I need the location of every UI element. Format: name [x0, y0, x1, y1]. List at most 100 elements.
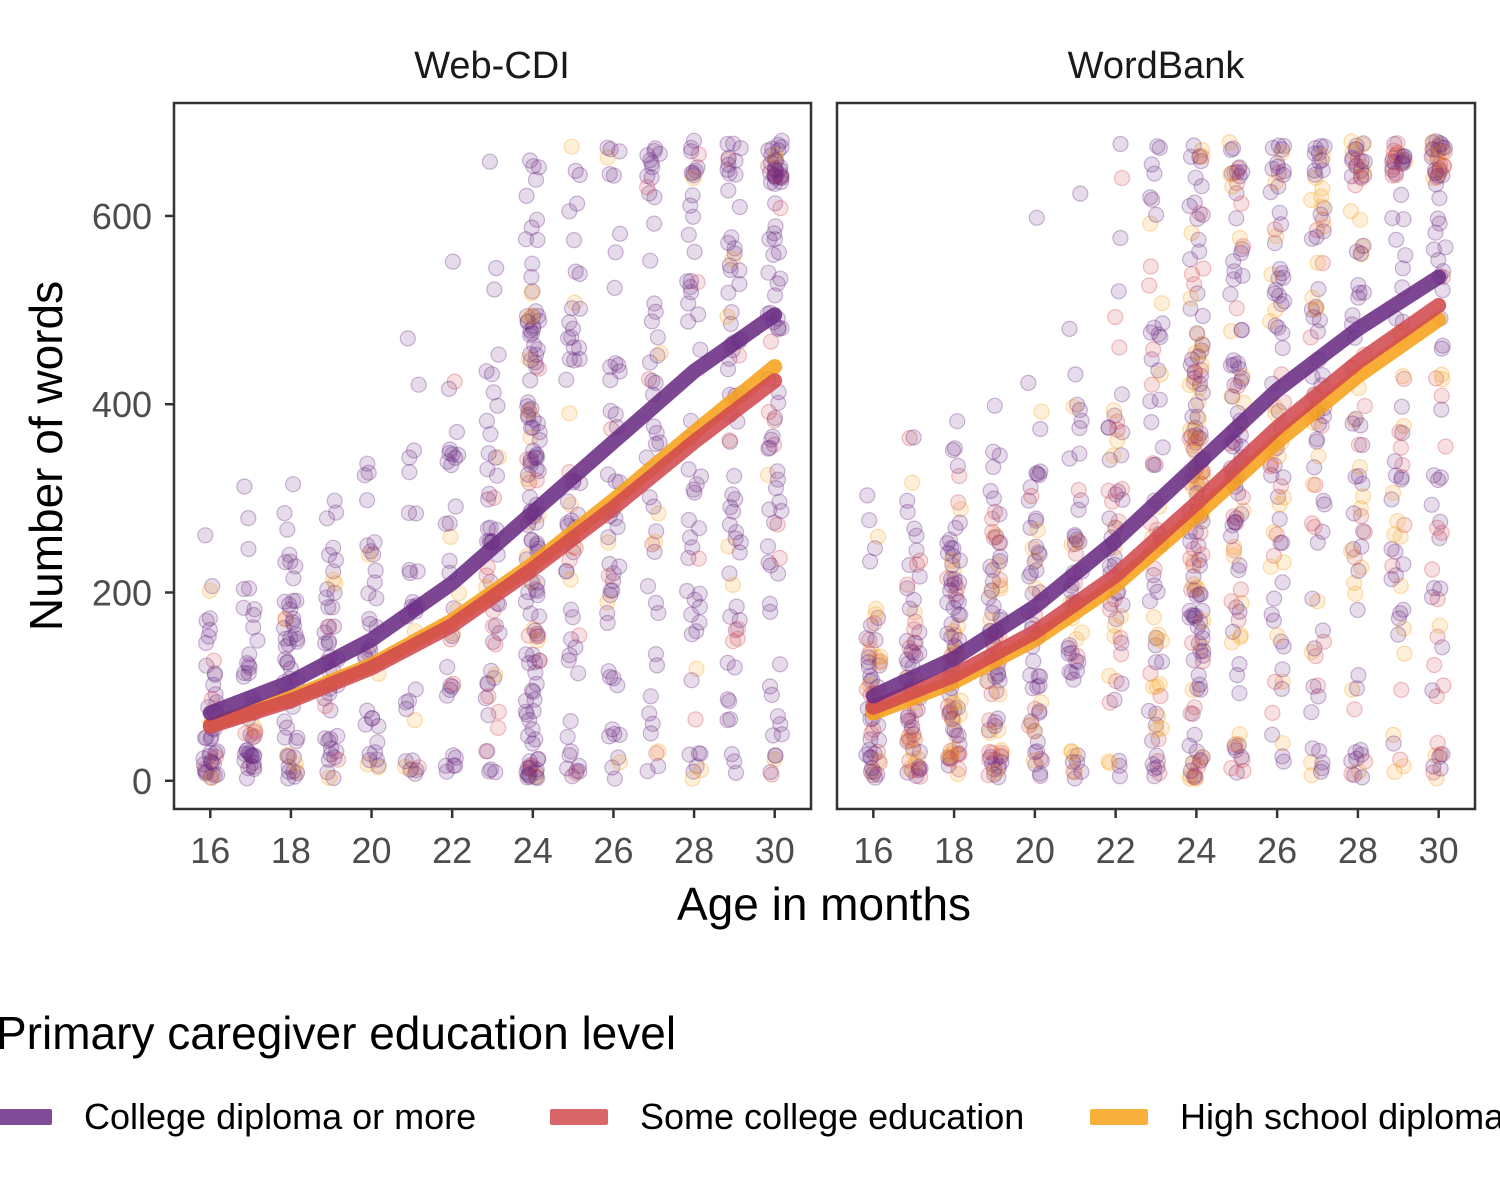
data-point — [1304, 289, 1321, 306]
data-point — [1107, 486, 1124, 503]
data-point — [1109, 483, 1127, 500]
data-point — [567, 765, 584, 782]
data-point — [1429, 471, 1447, 489]
data-point — [400, 504, 418, 522]
data-point — [1143, 732, 1161, 749]
data-point — [1266, 673, 1284, 690]
data-point — [1304, 476, 1322, 493]
data-point — [321, 546, 338, 564]
data-point — [644, 715, 661, 732]
data-point — [203, 753, 220, 770]
data-point — [525, 683, 542, 701]
data-point — [939, 544, 957, 562]
data-point — [1184, 606, 1201, 624]
data-point — [409, 563, 426, 580]
data-point — [1313, 759, 1331, 777]
data-point — [1223, 759, 1240, 777]
data-point — [1143, 376, 1161, 393]
data-point — [899, 492, 916, 509]
data-point — [531, 652, 548, 669]
data-point — [1101, 694, 1118, 711]
data-point — [680, 295, 697, 312]
data-point — [1274, 339, 1291, 357]
data-point — [529, 628, 546, 645]
data-point — [1304, 590, 1321, 607]
data-point — [983, 685, 1000, 703]
data-point — [368, 590, 385, 607]
x-tick-label: 22 — [432, 830, 472, 871]
data-point — [1434, 746, 1451, 763]
data-point — [1070, 481, 1087, 499]
data-point — [732, 140, 749, 157]
data-point — [246, 601, 263, 618]
data-point — [370, 717, 387, 735]
data-point — [648, 657, 666, 674]
data-point — [1147, 716, 1165, 733]
data-point — [1425, 170, 1442, 187]
data-point — [1101, 601, 1119, 618]
data-point — [565, 339, 582, 356]
data-point — [1393, 148, 1410, 165]
data-point — [1387, 165, 1404, 182]
data-point — [1154, 439, 1171, 456]
data-point — [441, 515, 458, 532]
data-point — [198, 657, 215, 674]
data-point — [367, 744, 384, 761]
data-point — [1233, 321, 1250, 338]
data-point — [1315, 223, 1332, 240]
data-point — [1191, 205, 1208, 222]
data-point — [1274, 324, 1291, 342]
data-point — [530, 159, 548, 176]
data-point — [1230, 562, 1247, 579]
data-point — [949, 580, 966, 597]
data-point — [1235, 762, 1252, 780]
data-point — [525, 318, 542, 335]
data-point — [725, 135, 742, 152]
data-point — [993, 744, 1010, 762]
data-point — [364, 710, 381, 727]
data-point — [1029, 465, 1046, 483]
data-point — [1424, 682, 1441, 699]
data-point — [770, 136, 787, 153]
data-point — [1267, 317, 1284, 334]
data-point — [944, 721, 962, 738]
data-point — [1355, 284, 1372, 301]
data-point — [605, 565, 622, 582]
data-point — [280, 596, 298, 613]
data-point — [1182, 148, 1200, 165]
data-point — [1185, 137, 1202, 154]
data-point — [870, 732, 888, 749]
data-point — [562, 743, 580, 760]
web-cdi-fit-lines — [202, 307, 783, 734]
data-point — [949, 617, 967, 635]
data-point — [1306, 518, 1323, 536]
data-point — [1387, 467, 1405, 484]
data-point — [487, 636, 504, 653]
data-point — [602, 586, 619, 604]
data-point — [722, 608, 739, 625]
data-point — [1188, 325, 1206, 342]
data-point — [721, 257, 738, 274]
data-point — [1228, 185, 1245, 202]
data-point — [1275, 137, 1293, 155]
data-point — [771, 493, 788, 510]
data-point — [320, 634, 337, 652]
data-point — [939, 625, 956, 642]
data-point — [1272, 633, 1290, 650]
data-point — [408, 762, 425, 779]
data-point — [571, 627, 588, 644]
data-point — [771, 161, 788, 178]
data-point — [1228, 210, 1245, 227]
data-point — [867, 649, 884, 666]
data-point — [528, 446, 545, 463]
data-point — [441, 681, 459, 699]
data-point — [1068, 754, 1086, 771]
data-point — [1424, 134, 1441, 151]
data-point — [899, 580, 916, 597]
data-point — [942, 742, 959, 760]
data-point — [1027, 580, 1044, 597]
data-point — [1192, 367, 1210, 384]
data-point — [769, 471, 787, 488]
data-point — [282, 629, 299, 647]
data-point — [1264, 726, 1281, 743]
